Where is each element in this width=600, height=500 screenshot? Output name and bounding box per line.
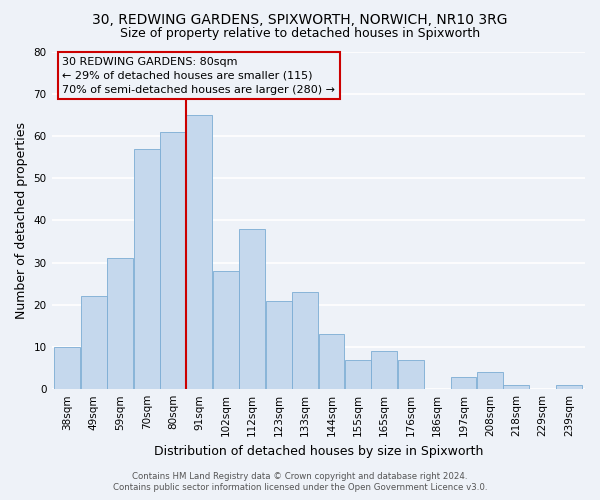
Bar [266, 300, 292, 389]
X-axis label: Distribution of detached houses by size in Spixworth: Distribution of detached houses by size … [154, 444, 483, 458]
Text: 30 REDWING GARDENS: 80sqm
← 29% of detached houses are smaller (115)
70% of semi: 30 REDWING GARDENS: 80sqm ← 29% of detac… [62, 56, 335, 94]
Bar [213, 271, 239, 389]
Bar [345, 360, 371, 389]
Text: Size of property relative to detached houses in Spixworth: Size of property relative to detached ho… [120, 28, 480, 40]
Bar [134, 148, 160, 389]
Bar [451, 376, 476, 389]
Bar [81, 296, 107, 389]
Bar [160, 132, 186, 389]
Y-axis label: Number of detached properties: Number of detached properties [15, 122, 28, 319]
Bar [319, 334, 344, 389]
Bar [398, 360, 424, 389]
Bar [292, 292, 318, 389]
Bar [503, 385, 529, 389]
Text: Contains HM Land Registry data © Crown copyright and database right 2024.
Contai: Contains HM Land Registry data © Crown c… [113, 472, 487, 492]
Bar [107, 258, 133, 389]
Bar [371, 351, 397, 389]
Bar [55, 347, 80, 389]
Bar [477, 372, 503, 389]
Bar [239, 229, 265, 389]
Bar [556, 385, 582, 389]
Bar [187, 115, 212, 389]
Text: 30, REDWING GARDENS, SPIXWORTH, NORWICH, NR10 3RG: 30, REDWING GARDENS, SPIXWORTH, NORWICH,… [92, 12, 508, 26]
